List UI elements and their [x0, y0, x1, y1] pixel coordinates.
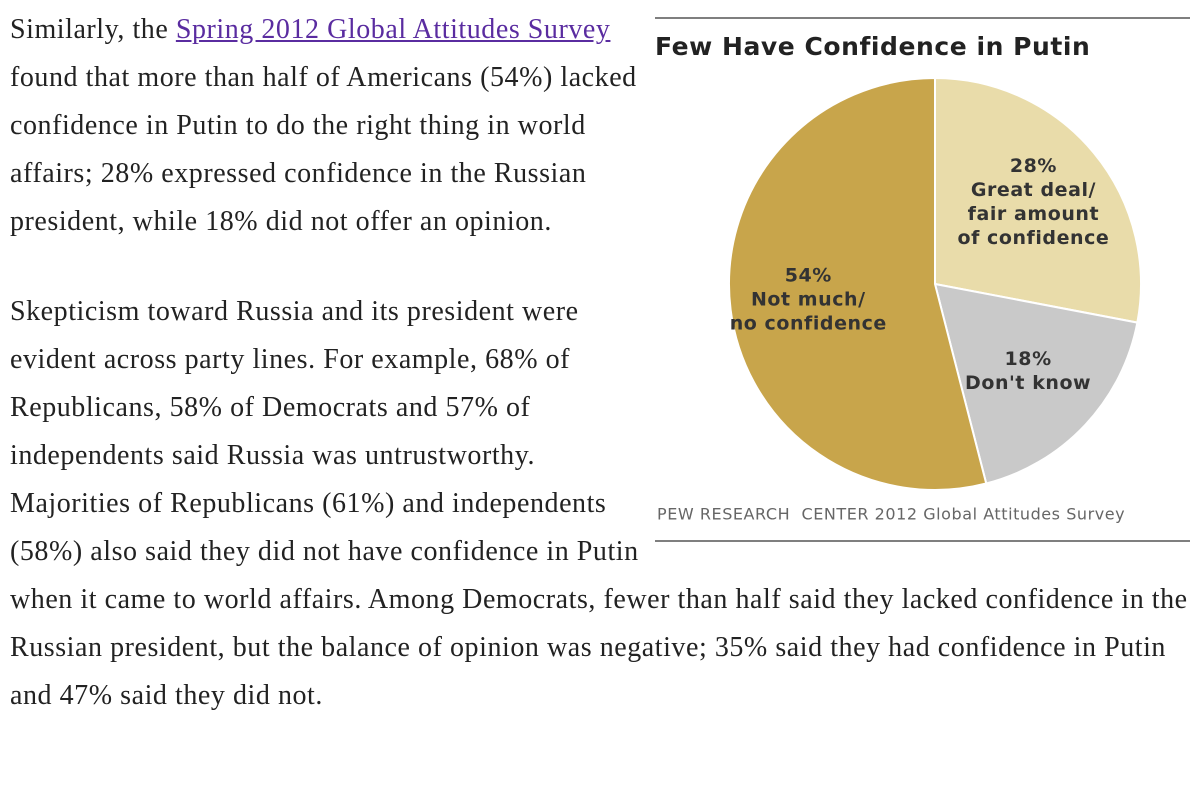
pie-slice — [728, 76, 988, 491]
text: found that more than half of Americans (… — [10, 62, 637, 237]
slice-label: no confidence — [730, 313, 887, 335]
slice-label: Not much/ — [751, 289, 866, 311]
slice-label: fair amount — [968, 203, 1099, 225]
paragraph: Skepticism toward Russia and its preside… — [10, 296, 1188, 711]
slice-value-label: 18% — [1005, 348, 1052, 370]
link[interactable]: Spring 2012 Global Attitudes Survey — [175, 14, 611, 45]
article: Few Have Confidence in Putin PEW RESEARC… — [10, 6, 1190, 762]
slice-label: Great deal/ — [971, 179, 1096, 201]
chart-title: Few Have Confidence in Putin — [655, 32, 1090, 61]
chart-source: PEW RESEARCH CENTER 2012 Global Attitude… — [657, 505, 1125, 524]
slice-label: Don't know — [965, 372, 1091, 394]
chart: Few Have Confidence in Putin PEW RESEARC… — [655, 17, 1190, 542]
slice-value-label: 54% — [785, 265, 832, 287]
figure: Few Have Confidence in Putin PEW RESEARC… — [640, 6, 1200, 566]
slice-value-label: 28% — [1010, 155, 1057, 177]
pie-slice — [933, 282, 1139, 485]
text: Similarly, the — [10, 14, 176, 45]
pie-slice — [934, 76, 1142, 324]
paragraph: Similarly, the Spring 2012 Global Attitu… — [10, 6, 1190, 246]
slice-label: of confidence — [957, 227, 1109, 249]
